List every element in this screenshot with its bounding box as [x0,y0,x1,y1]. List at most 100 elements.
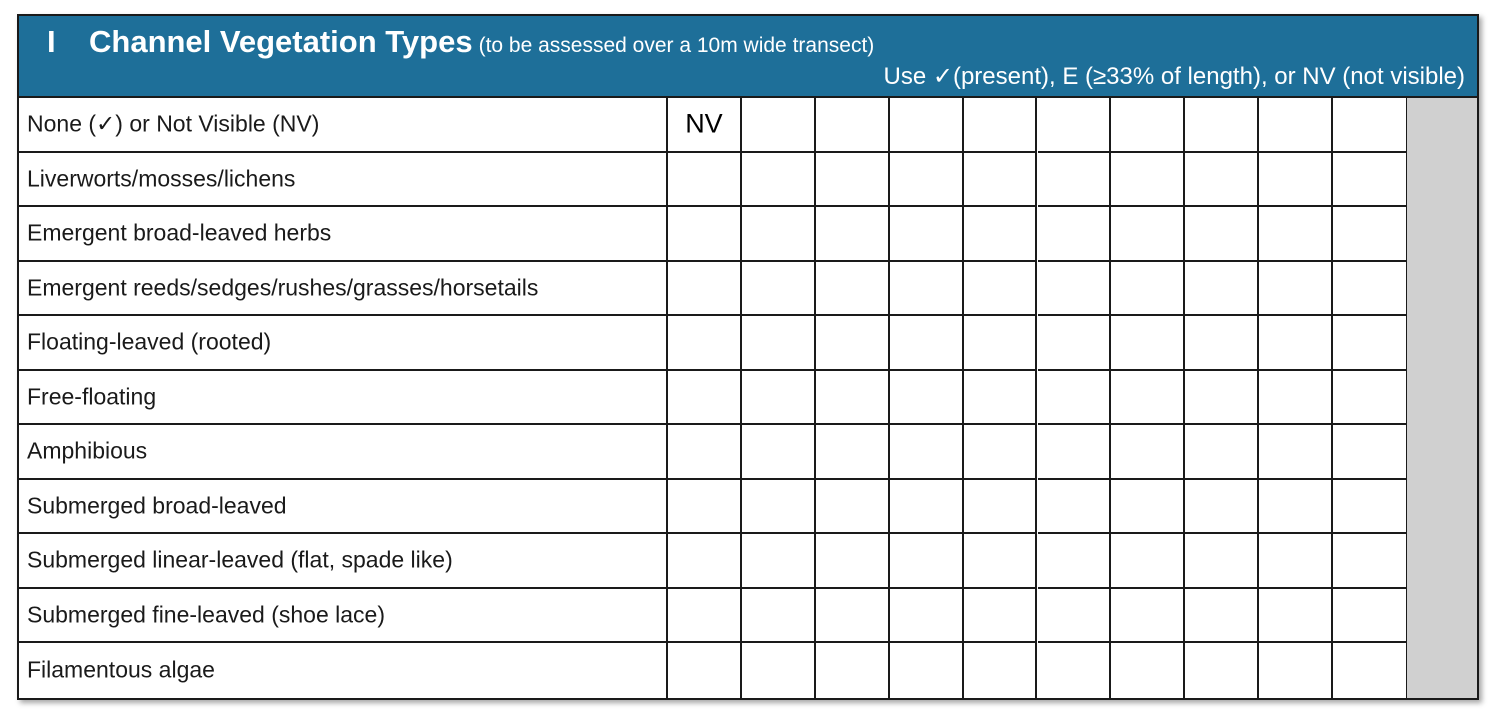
entry-cell[interactable] [1185,425,1260,480]
entry-cell[interactable] [963,370,1038,425]
entry-cell[interactable] [1259,588,1334,643]
entry-cell[interactable] [1111,316,1186,371]
entry-cell[interactable] [1333,425,1408,480]
entry-cell[interactable] [1259,316,1334,371]
entry-cell[interactable] [1111,98,1186,153]
entry-cell[interactable] [668,152,742,207]
entry-cell[interactable] [741,98,816,153]
entry-cell[interactable] [1111,425,1186,480]
entry-cell[interactable] [889,534,964,589]
entry-cell[interactable] [1111,588,1186,643]
entry-cell[interactable] [1259,479,1334,534]
entry-cell[interactable] [1037,479,1112,534]
entry-cell[interactable] [815,479,890,534]
entry-cell[interactable] [963,588,1038,643]
entry-cell[interactable] [1185,152,1260,207]
entry-cell[interactable] [889,152,964,207]
entry-cell[interactable] [815,425,890,480]
entry-cell[interactable] [741,425,816,480]
entry-cell[interactable] [1111,534,1186,589]
entry-cell[interactable] [1037,207,1112,262]
entry-cell[interactable] [815,534,890,589]
entry-cell[interactable] [741,588,816,643]
entry-cell[interactable] [668,370,742,425]
entry-cell[interactable] [889,425,964,480]
entry-cell[interactable] [1333,316,1408,371]
entry-cell[interactable] [1037,261,1112,316]
entry-cell[interactable] [1259,370,1334,425]
entry-cell[interactable] [815,643,890,698]
entry-cell[interactable] [963,643,1038,698]
entry-cell[interactable] [815,207,890,262]
entry-cell[interactable] [1259,643,1334,698]
entry-cell[interactable] [815,588,890,643]
entry-cell[interactable] [741,207,816,262]
entry-cell[interactable] [815,316,890,371]
entry-cell[interactable] [1037,643,1112,698]
entry-cell[interactable] [741,152,816,207]
entry-cell[interactable] [1185,588,1260,643]
entry-cell[interactable] [1185,98,1260,153]
entry-cell[interactable] [1111,261,1186,316]
entry-cell[interactable] [1111,207,1186,262]
entry-cell[interactable] [963,479,1038,534]
entry-cell[interactable] [668,316,742,371]
entry-cell[interactable] [1333,98,1408,153]
entry-cell[interactable] [741,643,816,698]
entry-cell[interactable] [741,370,816,425]
entry-cell[interactable] [1333,479,1408,534]
entry-cell[interactable] [668,425,742,480]
entry-cell[interactable] [1111,370,1186,425]
entry-cell[interactable] [815,152,890,207]
entry-cell[interactable] [1259,98,1334,153]
entry-cell[interactable] [1259,534,1334,589]
entry-cell[interactable] [1185,261,1260,316]
entry-cell[interactable] [963,207,1038,262]
entry-cell[interactable] [1333,152,1408,207]
entry-cell[interactable] [1037,316,1112,371]
entry-cell[interactable] [889,479,964,534]
entry-cell[interactable] [963,425,1038,480]
entry-cell[interactable] [1185,643,1260,698]
entry-cell[interactable] [741,479,816,534]
entry-cell[interactable] [889,588,964,643]
entry-cell[interactable] [1037,534,1112,589]
entry-cell[interactable] [1037,588,1112,643]
entry-cell[interactable] [1333,588,1408,643]
entry-cell[interactable] [815,98,890,153]
entry-cell[interactable] [1037,152,1112,207]
entry-cell[interactable] [668,479,742,534]
entry-cell[interactable] [889,316,964,371]
entry-cell[interactable] [963,98,1038,153]
entry-cell[interactable] [889,207,964,262]
entry-cell[interactable] [668,588,742,643]
entry-cell[interactable] [1037,425,1112,480]
entry-cell[interactable] [668,207,742,262]
entry-cell[interactable] [1333,261,1408,316]
entry-cell[interactable] [1185,479,1260,534]
entry-cell[interactable] [668,643,742,698]
entry-cell[interactable] [963,534,1038,589]
entry-cell[interactable] [668,261,742,316]
entry-cell[interactable] [1111,643,1186,698]
entry-cell[interactable] [1185,207,1260,262]
entry-cell[interactable] [963,152,1038,207]
entry-cell[interactable] [889,370,964,425]
entry-cell[interactable] [1037,370,1112,425]
entry-cell[interactable] [741,316,816,371]
entry-cell[interactable] [1111,152,1186,207]
entry-cell[interactable] [741,534,816,589]
entry-cell[interactable] [1111,479,1186,534]
entry-cell[interactable] [815,370,890,425]
entry-cell[interactable] [889,98,964,153]
entry-cell[interactable] [889,261,964,316]
entry-cell[interactable] [1333,207,1408,262]
entry-cell[interactable] [889,643,964,698]
entry-cell[interactable] [1259,207,1334,262]
entry-cell[interactable] [1333,643,1408,698]
entry-cell[interactable] [963,261,1038,316]
entry-cell[interactable] [1333,534,1408,589]
entry-cell[interactable] [1333,370,1408,425]
entry-cell[interactable] [1037,98,1112,153]
entry-cell[interactable] [1185,534,1260,589]
